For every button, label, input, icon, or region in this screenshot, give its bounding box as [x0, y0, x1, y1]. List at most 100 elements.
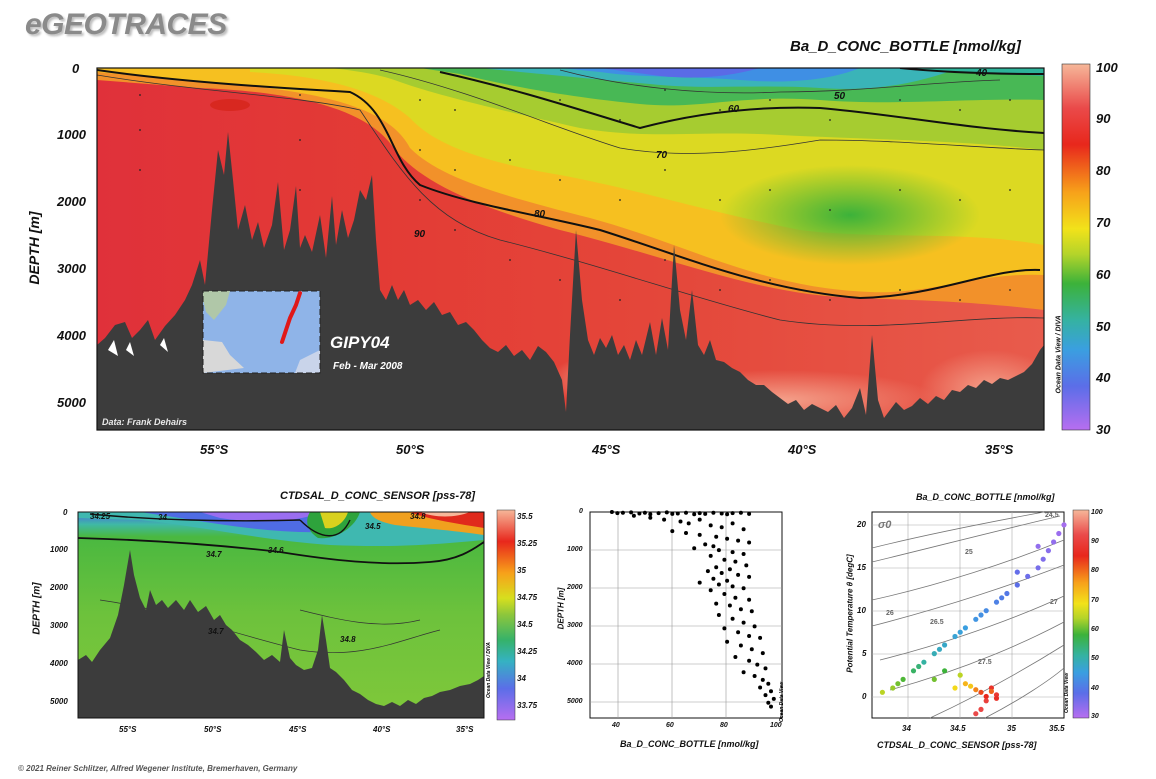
profile-point — [747, 511, 752, 516]
watermark: Ocean Data View — [1064, 672, 1070, 713]
x-tick: 50°S — [396, 442, 425, 457]
ts-point — [983, 608, 989, 614]
x-tick: 100 — [770, 722, 782, 729]
profile-point — [697, 517, 702, 522]
y-tick: 5 — [862, 649, 867, 658]
ts-point — [973, 687, 979, 693]
inset-subtitle: Feb - Mar 2008 — [333, 361, 403, 372]
colorbar-tick: 100 — [1091, 509, 1103, 516]
ts-point — [1056, 530, 1062, 537]
y-tick: 3000 — [50, 621, 68, 630]
profile-point — [664, 510, 669, 515]
profile-point — [697, 532, 702, 537]
ts-point — [910, 668, 917, 674]
profile-points — [609, 510, 776, 709]
profile-point — [769, 689, 773, 694]
contour-label: 90 — [414, 229, 426, 240]
profile-point — [738, 643, 743, 648]
ts-point — [1025, 573, 1031, 580]
ts-x-label: CTDSAL_D_CONC_SENSOR [pss-78] — [877, 740, 1037, 750]
ts-point — [931, 651, 937, 657]
profile-point — [760, 651, 765, 656]
ts-point — [1014, 582, 1020, 588]
ts-point — [1051, 539, 1057, 545]
profile-y-label: DEPTH [m] — [556, 587, 566, 630]
profile-point — [722, 592, 727, 596]
profile-point — [736, 538, 741, 543]
colorbar-tick: 50 — [1091, 655, 1099, 662]
profile-point — [620, 510, 625, 515]
x-tick: 50°S — [204, 725, 222, 734]
y-tick: 2000 — [57, 194, 86, 209]
watermark: Ocean Data View — [779, 681, 785, 722]
colorbar-tick: 40 — [1096, 370, 1111, 385]
profile-point — [697, 580, 702, 585]
x-tick: 35 — [1007, 724, 1016, 733]
colorbar-tick: 50 — [1096, 319, 1111, 334]
contour-80 — [97, 69, 1041, 300]
ts-point — [988, 688, 995, 695]
ts-point — [962, 625, 969, 631]
y-tick: 3000 — [57, 261, 86, 276]
profile-point — [749, 609, 754, 614]
profile-point — [714, 601, 719, 606]
ts-point — [1014, 569, 1020, 575]
y-tick: 1000 — [57, 127, 86, 142]
x-tick: 80 — [720, 722, 728, 729]
ts-point — [962, 681, 969, 687]
x-tick: 40°S — [788, 442, 817, 457]
y-tick: 1000 — [567, 546, 583, 553]
isopycnal-label: 27.5 — [978, 659, 992, 666]
ts-point — [1004, 590, 1010, 597]
colorbar-tick: 34.25 — [517, 647, 538, 656]
colorbar-tick: 60 — [1091, 626, 1099, 633]
colorbar-tick: 34.75 — [517, 593, 538, 602]
ts-point — [1061, 522, 1067, 528]
ts-point — [978, 706, 984, 713]
ts-title: Ba_D_CONC_BOTTLE [nmol/kg] — [916, 492, 1055, 502]
profile-point — [725, 578, 730, 583]
y-tick: 1000 — [50, 545, 68, 554]
profile-point — [747, 574, 752, 579]
profile-point — [725, 639, 730, 644]
profile-point — [741, 527, 746, 532]
profile-point — [708, 588, 713, 593]
profile-point — [736, 572, 741, 577]
y-tick: 4000 — [57, 328, 86, 343]
contour-label: 34.5 — [365, 522, 381, 531]
ts-point — [1045, 548, 1051, 554]
brand-logo: eGEOTRACES — [25, 8, 227, 41]
profile-point — [714, 565, 719, 570]
profile-point — [722, 557, 727, 562]
profile-point — [684, 510, 688, 515]
contour-label: 60 — [728, 104, 740, 115]
profile-point — [741, 620, 746, 625]
ts-point — [942, 668, 948, 674]
profile-point — [744, 563, 749, 568]
colorbar-tick: 30 — [1096, 422, 1111, 437]
profile-point — [749, 647, 754, 652]
y-tick: 20 — [857, 520, 866, 529]
profile-point — [716, 548, 721, 553]
profile-point — [738, 510, 743, 515]
profile-point — [686, 521, 691, 526]
profile-point — [730, 584, 735, 589]
profile-point — [670, 529, 675, 534]
x-tick: 35.5 — [1049, 724, 1065, 733]
profile-point — [678, 519, 683, 524]
ts-point — [1035, 565, 1041, 571]
ts-y-label: Potential Temperature θ [degC] — [845, 554, 855, 673]
x-tick: 45°S — [592, 442, 621, 457]
colorbar-tick: 40 — [1091, 685, 1099, 692]
profile-point — [716, 613, 721, 617]
x-tick: 60 — [666, 722, 674, 729]
y-tick: 2000 — [50, 583, 68, 592]
profile-point — [769, 704, 773, 709]
contour-label: 34.6 — [268, 546, 284, 555]
colorbar-tick: 34 — [517, 674, 526, 683]
profile-point — [662, 517, 667, 522]
x-tick: 35°S — [456, 725, 474, 734]
profile-point — [692, 546, 697, 551]
x-tick: 45°S — [289, 725, 307, 734]
colorbar-tick: 80 — [1091, 567, 1099, 574]
